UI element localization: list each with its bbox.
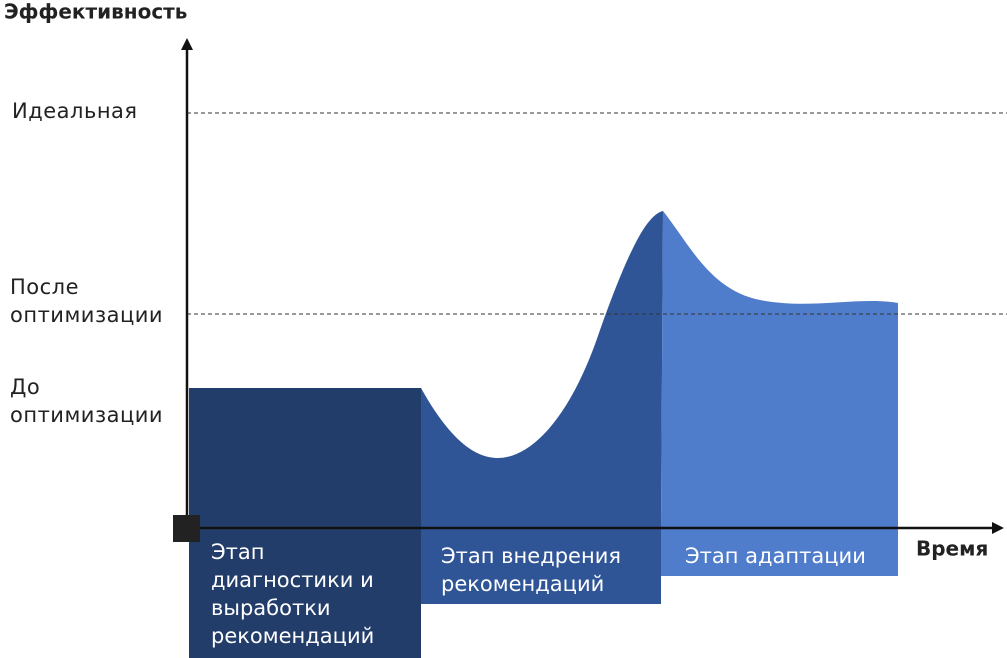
stage-label: рекомендаций <box>211 624 374 648</box>
level-label: оптимизации <box>10 303 163 327</box>
x-axis-title: Время <box>916 537 988 561</box>
stage-label: рекомендаций <box>441 572 604 596</box>
stage-label: Этап адаптации <box>685 544 866 568</box>
y-axis-title: Эффективность <box>4 0 187 24</box>
y-arrow <box>181 38 193 50</box>
stage-label: Этап внедрения <box>441 544 621 568</box>
stage-area-1 <box>189 388 421 528</box>
stage-area-3 <box>661 211 898 528</box>
stage-label: диагностики и <box>211 568 374 592</box>
level-label: Идеальная <box>12 99 138 123</box>
stage-box-3 <box>661 528 898 576</box>
level-label: До <box>10 375 40 399</box>
level-label: оптимизации <box>10 403 163 427</box>
stage-label: Этап <box>211 540 265 564</box>
stage-area-2 <box>421 211 663 528</box>
stage-box-1 <box>189 528 421 658</box>
x-arrow <box>992 522 1004 534</box>
level-label: После <box>10 275 79 299</box>
origin-square <box>173 515 200 542</box>
stage-box-2 <box>421 528 661 604</box>
stage-label: выработки <box>211 596 331 620</box>
